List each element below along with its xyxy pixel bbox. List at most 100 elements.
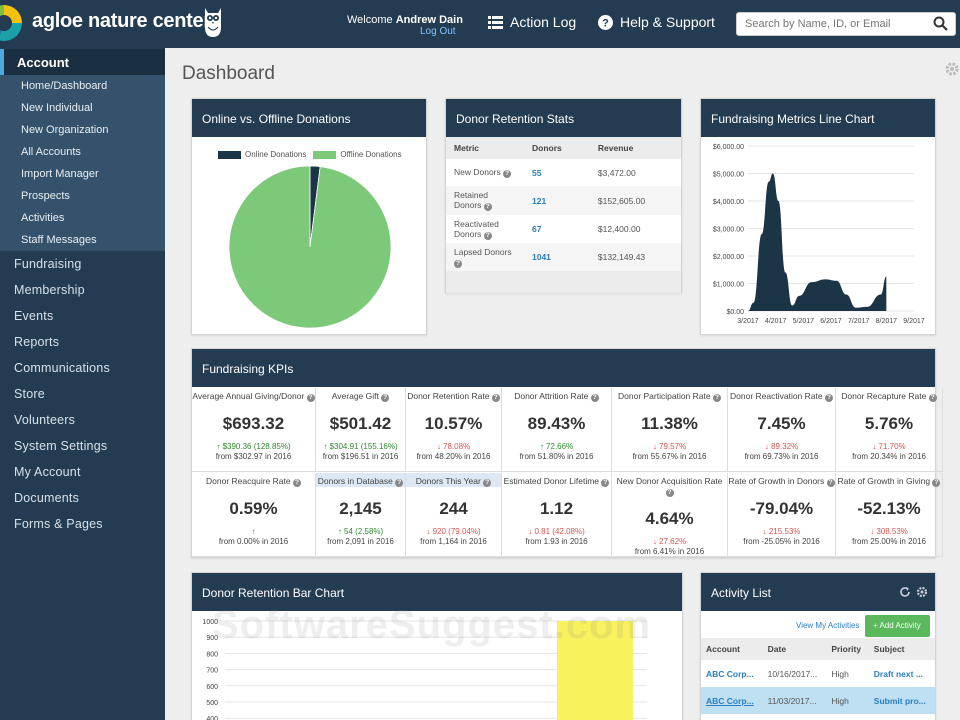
kpi-from: from 6.41% in 2016 [634, 547, 705, 556]
help-icon[interactable]: ? [590, 394, 599, 402]
y-tick-label: 900 [206, 635, 218, 642]
sidebar-item-reports[interactable]: Reports [14, 335, 60, 349]
help-icon[interactable]: ? [483, 479, 492, 487]
kpi-tile: Donor Attrition Rate ? 89.43% ↑ 72.66% from… [502, 388, 612, 472]
sidebar-item-membership[interactable]: Membership [14, 283, 85, 297]
kpi-from: from 2,091 in 2016 [327, 537, 394, 546]
kpi-tile: Donor Retention Rate ? 10.57% ↓ 78.08% from… [406, 388, 502, 472]
pie-slice-offline[interactable] [228, 165, 392, 329]
help-icon[interactable]: ? [381, 394, 390, 402]
sidebar-subitem-all-accounts[interactable]: All Accounts [21, 146, 81, 158]
sidebar-subitem-activities[interactable]: Activities [21, 212, 65, 224]
sidebar-item-communications[interactable]: Communications [14, 361, 110, 375]
donor-count-link[interactable]: 121 [532, 195, 547, 206]
arrow-up-icon: ↑ [539, 442, 544, 451]
area-series[interactable] [748, 173, 887, 312]
sidebar-item-account[interactable]: Account [0, 49, 165, 75]
help-icon[interactable]: ? [826, 479, 835, 487]
sidebar-subitem-prospects[interactable]: Prospects [21, 190, 70, 202]
sidebar-item-forms-pages[interactable]: Forms & Pages [14, 517, 103, 531]
help-icon[interactable]: ? [932, 479, 941, 487]
sidebar-item-store[interactable]: Store [14, 387, 45, 401]
kpi-title: Donor Reactivation Rate ? [728, 388, 835, 402]
add-activity-label: Add Activity [879, 621, 921, 630]
help-support-link[interactable]: ? Help & Support [598, 14, 715, 30]
activity-list-card: Activity List View My Activities + Add A… [700, 572, 936, 720]
legend-label-online: Online Donations [245, 150, 307, 159]
activity-date: 11/03/2017... [767, 695, 817, 706]
sidebar-item-volunteers[interactable]: Volunteers [14, 413, 76, 427]
sidebar-item-events[interactable]: Events [14, 309, 54, 323]
activity-subject-link[interactable]: Draft next ... [873, 668, 923, 679]
col-date: Date [762, 638, 827, 660]
brand-name[interactable]: agloe nature center [32, 10, 211, 32]
sidebar-subitem-new-organization[interactable]: New Organization [21, 124, 109, 136]
help-icon[interactable]: ? [824, 394, 833, 402]
y-tick-label: $0.00 [726, 309, 744, 316]
svg-text:?: ? [602, 17, 609, 29]
donor-count-link[interactable]: 67 [532, 224, 542, 234]
view-my-activities-link[interactable]: View My Activities [796, 621, 860, 630]
kpi-change: ↓ 920 (79.04%) [426, 527, 481, 536]
sidebar-item-my-account[interactable]: My Account [14, 465, 81, 479]
kpi-card-title: Fundraising KPIs [192, 349, 935, 387]
line-chart-card: Fundraising Metrics Line Chart $0.00 $1,0… [700, 98, 936, 335]
sidebar-subitem-home-dashboard[interactable]: Home/Dashboard [21, 80, 108, 92]
bar-chart-card: Donor Retention Bar Chart 1000 900 800 700 6… [191, 572, 683, 720]
arrow-up-icon: ↑ [251, 527, 256, 536]
arrow-down-icon: ↓ [528, 527, 533, 536]
activity-subject-link[interactable]: Submit pro... [873, 695, 926, 706]
help-icon[interactable]: ? [601, 479, 610, 487]
help-icon[interactable]: ? [712, 394, 721, 402]
retention-stats-title: Donor Retention Stats [446, 99, 681, 137]
sidebar-subitem-import-manager[interactable]: Import Manager [21, 168, 99, 180]
activity-account-link[interactable]: ABC Corp... [706, 695, 754, 706]
kpi-value: 244 [439, 499, 468, 518]
sidebar-item-fundraising[interactable]: Fundraising [14, 257, 82, 271]
bar-chart-title: Donor Retention Bar Chart [192, 573, 682, 611]
help-icon[interactable]: ? [483, 203, 492, 211]
help-icon[interactable]: ? [454, 259, 462, 268]
sidebar-item-documents[interactable]: Documents [14, 491, 80, 505]
kpi-title: New Donor Acquisition Rate ? [616, 476, 723, 497]
add-activity-button[interactable]: + Add Activity [865, 615, 930, 637]
help-icon[interactable]: ? [306, 394, 315, 402]
help-icon: ? [598, 14, 613, 30]
table-row[interactable]: ABC Corp... 10/16/2017... High Draft next .… [701, 660, 935, 687]
sidebar-subitem-new-individual[interactable]: New Individual [21, 102, 93, 114]
retention-stats-table: Metric Donors Revenue New Donors ? 55 $3,4… [446, 137, 681, 271]
help-icon[interactable]: ? [483, 231, 492, 240]
table-row[interactable]: ABC Corp... 11/03/2017... High Submit pro..… [701, 687, 935, 714]
kpi-tile: Donors This Year ? 244 ↓ 920 (79.04%) from … [406, 473, 502, 557]
col-priority: Priority [826, 638, 869, 660]
search-input[interactable] [736, 12, 956, 36]
kpi-title: Rate of Growth in Giving ? [836, 473, 942, 487]
sidebar-item-system-settings[interactable]: System Settings [14, 439, 108, 453]
logo-icon[interactable] [0, 5, 22, 41]
search-icon[interactable] [933, 16, 948, 31]
help-icon[interactable]: ? [395, 479, 404, 487]
help-icon[interactable]: ? [491, 394, 500, 402]
kpi-from: from 51.80% in 2016 [519, 452, 594, 461]
help-icon[interactable]: ? [292, 479, 301, 487]
action-log-link[interactable]: Action Log [488, 14, 576, 30]
kpi-tile: Donors in Database ? 2,145 ↑ 54 (2.58%) fro… [316, 473, 406, 557]
gear-icon[interactable] [916, 586, 928, 598]
x-tick-label: 9/2017 [903, 318, 925, 325]
help-icon[interactable]: ? [665, 489, 674, 497]
logout-link[interactable]: Log Out [420, 26, 456, 37]
activity-account-link[interactable]: ABC Corp... [706, 668, 754, 679]
kpi-change: ↓ 308.53% [870, 527, 908, 536]
help-icon[interactable]: ? [503, 170, 512, 178]
kpi-title: Donor Retention Rate ? [406, 388, 501, 402]
help-icon[interactable]: ? [928, 394, 937, 402]
sidebar-subitem-staff-messages[interactable]: Staff Messages [21, 234, 97, 246]
donor-count-link[interactable]: 55 [532, 167, 542, 178]
donor-count-link[interactable]: 1041 [532, 252, 551, 262]
refresh-icon[interactable] [899, 586, 911, 598]
table-row: New Donors ? 55 $3,472.00 [446, 159, 681, 186]
kpi-from: from 48.20% in 2016 [416, 452, 491, 461]
bar[interactable] [557, 621, 633, 720]
activity-list-title: Activity List [701, 573, 935, 611]
gear-icon[interactable] [944, 61, 960, 77]
